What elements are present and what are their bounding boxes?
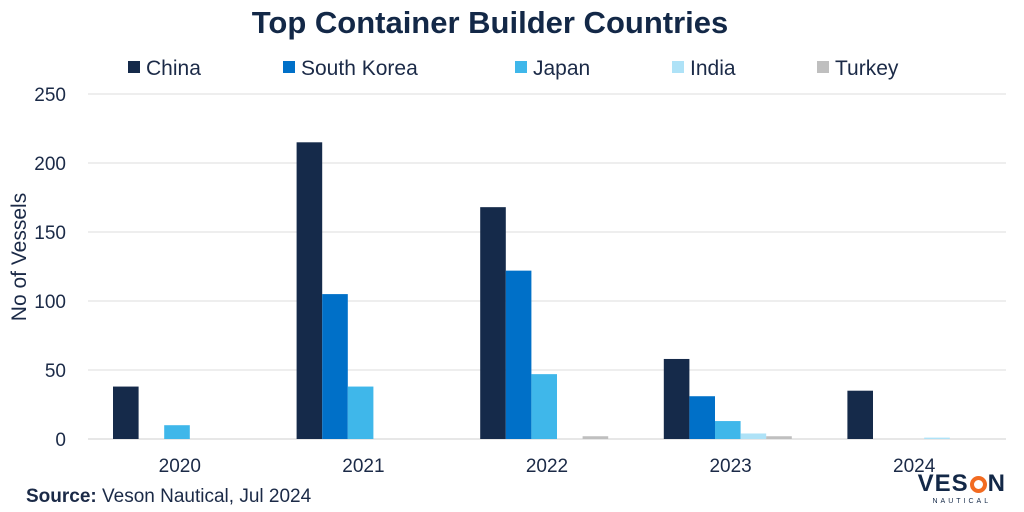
bar-china-2020 (113, 386, 139, 439)
y-tick-label: 100 (34, 292, 66, 313)
bar-south-korea-2023 (689, 396, 715, 439)
legend-label: China (146, 57, 201, 80)
source-label: Source: (26, 486, 97, 507)
bar-china-2022 (480, 207, 506, 439)
y-axis-ticks: 0 50 100 150 200 250 (34, 85, 66, 451)
logo-wordmark: VES N (918, 470, 1006, 498)
logo-subtitle: NAUTICAL (932, 498, 992, 505)
logo-o-icon (969, 475, 987, 493)
x-axis-ticks: 2020 2021 2022 2023 2024 (159, 456, 936, 477)
bar-turkey-2022 (582, 436, 609, 439)
x-tick-label: 2020 (159, 456, 201, 477)
bar-south-korea-2022 (505, 270, 532, 439)
legend-label: Japan (533, 57, 590, 80)
legend-swatch-south-korea (283, 61, 295, 73)
legend-label: India (690, 57, 736, 80)
bar-south-korea-2021 (322, 294, 348, 439)
legend-label: South Korea (301, 57, 418, 80)
legend-swatch-turkey (817, 61, 829, 73)
bar-china-2024 (847, 390, 873, 439)
bar-turkey-2023 (766, 436, 792, 439)
bar-china-2021 (296, 142, 323, 440)
brand-logo: VES N NAUTICAL (918, 470, 1006, 505)
y-tick-label: 250 (34, 85, 66, 106)
y-tick-label: 50 (45, 361, 66, 382)
bar-japan-2020 (164, 425, 190, 439)
y-axis-label: No of Vessels (8, 193, 31, 321)
source-note: Source: Veson Nautical, Jul 2024 (26, 486, 311, 508)
bar-japan-2022 (531, 374, 557, 439)
chart-title: Top Container Builder Countries (252, 5, 729, 40)
y-tick-label: 0 (55, 430, 66, 451)
x-tick-label: 2021 (342, 456, 384, 477)
legend-label: Turkey (835, 57, 899, 80)
x-tick-label: 2024 (893, 456, 936, 477)
bar-japan-2021 (347, 386, 374, 439)
bar-japan-2023 (715, 421, 741, 439)
x-tick-label: 2023 (709, 456, 751, 477)
bar-india-2024 (924, 437, 950, 439)
y-tick-label: 150 (34, 223, 66, 244)
bars (113, 142, 950, 440)
legend: China South Korea Japan India Turkey (128, 57, 899, 80)
bar-india-2023 (740, 433, 767, 439)
x-tick-label: 2022 (526, 456, 568, 477)
source-text: Veson Nautical, Jul 2024 (102, 486, 312, 507)
y-tick-label: 200 (34, 154, 66, 175)
bar-china-2023 (663, 358, 690, 439)
legend-swatch-india (672, 61, 684, 73)
logo-text-right: N (987, 470, 1006, 497)
legend-swatch-china (128, 61, 140, 73)
legend-swatch-japan (515, 61, 527, 73)
logo-text-left: VES (917, 470, 969, 497)
